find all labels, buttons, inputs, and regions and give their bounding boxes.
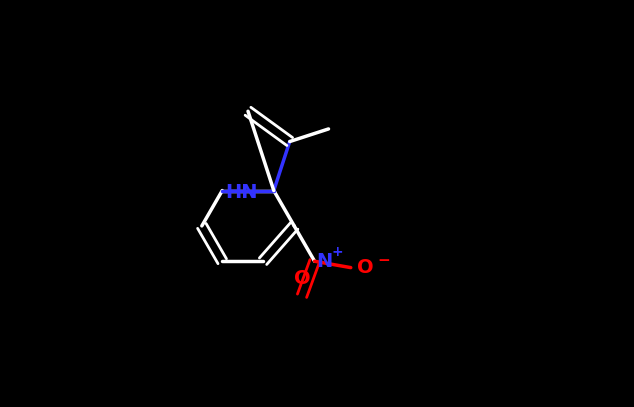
Text: −: −	[377, 253, 390, 268]
Text: N: N	[316, 252, 333, 271]
Text: O: O	[357, 258, 373, 277]
Text: +: +	[332, 245, 344, 259]
Text: O: O	[294, 269, 311, 289]
Text: HN: HN	[225, 183, 257, 202]
